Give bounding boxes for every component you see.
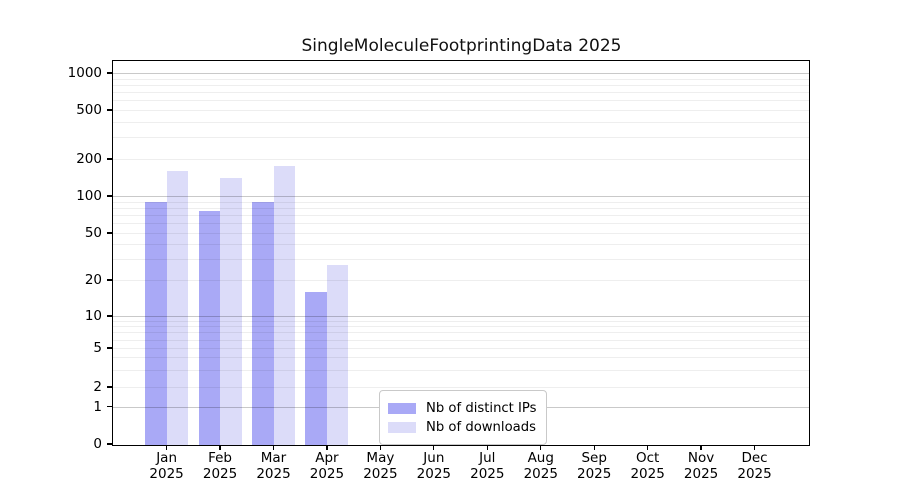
gridline-minor (113, 92, 810, 94)
bar-downloads (220, 178, 242, 445)
y-tick-mark (107, 443, 113, 445)
bar-distinct-ips (305, 291, 327, 445)
gridline-minor (113, 223, 810, 225)
gridline-minor (113, 84, 810, 86)
y-tick-label: 1 (93, 398, 102, 415)
gridline-minor (113, 159, 810, 160)
x-tick-mark (700, 445, 702, 450)
gridline-minor (113, 320, 810, 322)
y-tick-mark (107, 347, 113, 349)
legend: Nb of distinct IPs Nb of downloads (379, 390, 547, 445)
y-tick-label: 50 (84, 225, 102, 241)
y-tick-label: 10 (84, 308, 102, 324)
gridline-minor (113, 348, 810, 349)
gridline-minor (113, 332, 810, 334)
x-tick-label: Jan 2025 (149, 450, 184, 482)
x-tick-label: Mar 2025 (256, 450, 291, 482)
y-tick-label: 5 (93, 340, 102, 356)
gridline-minor (113, 280, 810, 281)
gridline-major (113, 73, 810, 74)
x-tick-label: Jul 2025 (470, 450, 505, 482)
gridline-minor (113, 369, 810, 371)
x-tick-label: Aug 2025 (523, 450, 558, 482)
x-tick-mark (165, 445, 168, 450)
x-tick-mark (272, 445, 275, 450)
x-tick-label: Jun 2025 (416, 450, 452, 482)
y-tick-mark (107, 195, 113, 197)
chart-title: SingleMoleculeFootprintingData 2025 (301, 36, 622, 56)
gridline-minor (113, 357, 810, 359)
x-tick-label: Sep 2025 (577, 450, 612, 482)
x-tick-mark (486, 445, 488, 450)
legend-swatch-distinct-ips (388, 402, 416, 414)
y-tick-label: 2 (93, 379, 102, 395)
gridline-minor (113, 215, 810, 217)
bar-distinct-ips (252, 201, 274, 445)
gridline-minor (113, 259, 810, 261)
y-tick-mark (107, 315, 113, 317)
x-tick-mark (593, 445, 595, 450)
y-tick-mark (107, 279, 113, 281)
gridline-minor (113, 233, 810, 234)
gridline-minor (113, 387, 810, 388)
gridline-minor (113, 78, 810, 80)
bar-downloads (166, 170, 189, 445)
legend-item-distinct-ips: Nb of distinct IPs (388, 400, 537, 416)
x-tick-mark (753, 445, 756, 450)
gridline-minor (113, 339, 810, 341)
y-tick-mark (107, 109, 113, 111)
x-tick-mark (379, 445, 382, 450)
gridline-minor (113, 207, 810, 209)
bar-downloads (326, 264, 349, 445)
x-tick-mark (540, 445, 542, 450)
x-tick-mark (219, 445, 221, 450)
x-tick-label: Oct 2025 (630, 450, 665, 482)
gridline-minor (113, 110, 810, 111)
y-tick-mark (107, 386, 113, 388)
gridline-minor (113, 244, 810, 246)
y-tick-mark (107, 158, 113, 160)
legend-item-downloads: Nb of downloads (388, 419, 537, 435)
x-tick-label: Feb 2025 (202, 450, 238, 482)
legend-label-distinct-ips: Nb of distinct IPs (426, 400, 537, 416)
legend-swatch-downloads (388, 421, 416, 433)
y-tick-label: 200 (76, 151, 102, 167)
x-tick-mark (326, 445, 328, 450)
x-tick-label: Apr 2025 (309, 450, 345, 482)
bar-distinct-ips (145, 201, 167, 445)
y-tick-mark (107, 405, 113, 408)
y-tick-label: 500 (76, 102, 102, 118)
x-tick-label: Dec 2025 (737, 450, 772, 482)
y-tick-label: 1000 (67, 65, 102, 81)
legend-label-downloads: Nb of downloads (426, 419, 536, 435)
x-tick-mark (647, 445, 649, 450)
gridline-minor (113, 100, 810, 102)
y-tick-label: 20 (84, 272, 102, 288)
gridline-minor (113, 121, 810, 123)
x-tick-label: Nov 2025 (683, 450, 719, 482)
y-tick-mark (107, 232, 113, 234)
gridline-minor (113, 137, 810, 139)
bar-downloads (273, 166, 295, 445)
gridline-minor (113, 326, 810, 328)
bar-distinct-ips (198, 211, 221, 445)
y-tick-label: 0 (93, 436, 102, 452)
gridline-minor (113, 201, 810, 203)
gridline-major (113, 196, 810, 197)
x-tick-mark (433, 445, 435, 450)
y-tick-mark (107, 72, 113, 74)
gridline-major (113, 316, 810, 317)
x-tick-label: May 2025 (363, 450, 398, 482)
y-tick-label: 100 (76, 188, 102, 204)
